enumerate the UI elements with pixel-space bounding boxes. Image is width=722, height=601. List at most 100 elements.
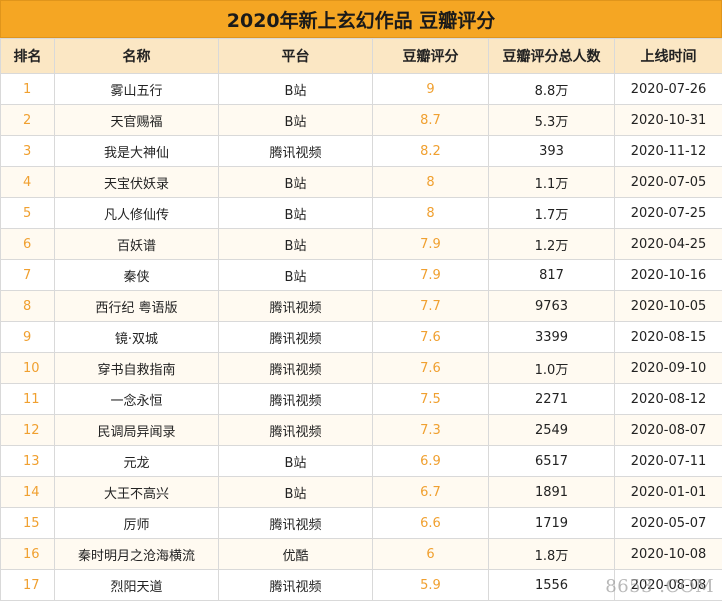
rank-cell: 6 xyxy=(0,228,55,260)
rank-cell: 13 xyxy=(0,445,55,477)
name-cell: 烈阳天道 xyxy=(54,569,219,601)
rating-count-cell: 1.0万 xyxy=(488,352,615,384)
release-date-cell: 2020-07-11 xyxy=(614,445,722,477)
platform-cell: B站 xyxy=(218,259,373,291)
name-cell: 天官赐福 xyxy=(54,104,219,136)
name-cell: 西行纪 粤语版 xyxy=(54,290,219,322)
name-cell: 百妖谱 xyxy=(54,228,219,260)
rating-count-cell: 1.7万 xyxy=(488,197,615,229)
rank-cell: 2 xyxy=(0,104,55,136)
rating-count-cell: 1719 xyxy=(488,507,615,539)
release-date-cell: 2020-01-01 xyxy=(614,476,722,508)
rank-cell: 14 xyxy=(0,476,55,508)
release-date-cell: 2020-04-25 xyxy=(614,228,722,260)
column-header-rank[interactable]: 排名 xyxy=(0,38,55,74)
score-cell: 7.5 xyxy=(372,383,489,415)
table-row[interactable]: 17 烈阳天道 腾讯视频 5.9 1556 2020-08-08 xyxy=(0,569,722,601)
table-row[interactable]: 15 厉师 腾讯视频 6.6 1719 2020-05-07 xyxy=(0,507,722,539)
score-cell: 7.6 xyxy=(372,321,489,353)
rating-count-cell: 8.8万 xyxy=(488,73,615,105)
name-cell: 厉师 xyxy=(54,507,219,539)
name-cell: 秦侠 xyxy=(54,259,219,291)
rating-count-cell: 2549 xyxy=(488,414,615,446)
table-row[interactable]: 1 雾山五行 B站 9 8.8万 2020-07-26 xyxy=(0,73,722,105)
score-cell: 7.9 xyxy=(372,259,489,291)
rating-count-cell: 2271 xyxy=(488,383,615,415)
table-row[interactable]: 7 秦侠 B站 7.9 817 2020-10-16 xyxy=(0,259,722,291)
score-cell: 7.7 xyxy=(372,290,489,322)
table-row[interactable]: 12 民调局异闻录 腾讯视频 7.3 2549 2020-08-07 xyxy=(0,414,722,446)
table-row[interactable]: 4 天宝伏妖录 B站 8 1.1万 2020-07-05 xyxy=(0,166,722,198)
rating-count-cell: 1.1万 xyxy=(488,166,615,198)
rank-cell: 8 xyxy=(0,290,55,322)
score-cell: 9 xyxy=(372,73,489,105)
score-cell: 7.9 xyxy=(372,228,489,260)
platform-cell: 腾讯视频 xyxy=(218,135,373,167)
rank-cell: 5 xyxy=(0,197,55,229)
column-header-platform[interactable]: 平台 xyxy=(218,38,373,74)
rank-cell: 10 xyxy=(0,352,55,384)
score-cell: 8 xyxy=(372,166,489,198)
table-row[interactable]: 9 镜·双城 腾讯视频 7.6 3399 2020-08-15 xyxy=(0,321,722,353)
rank-cell: 17 xyxy=(0,569,55,601)
table-row[interactable]: 14 大王不高兴 B站 6.7 1891 2020-01-01 xyxy=(0,476,722,508)
table-row[interactable]: 16 秦时明月之沧海横流 优酷 6 1.8万 2020-10-08 xyxy=(0,538,722,570)
platform-cell: 腾讯视频 xyxy=(218,321,373,353)
score-cell: 8.7 xyxy=(372,104,489,136)
rank-cell: 4 xyxy=(0,166,55,198)
score-cell: 6.7 xyxy=(372,476,489,508)
score-cell: 6 xyxy=(372,538,489,570)
name-cell: 镜·双城 xyxy=(54,321,219,353)
name-cell: 大王不高兴 xyxy=(54,476,219,508)
rank-cell: 15 xyxy=(0,507,55,539)
column-header-release-date[interactable]: 上线时间 xyxy=(614,38,722,74)
release-date-cell: 2020-07-05 xyxy=(614,166,722,198)
platform-cell: B站 xyxy=(218,476,373,508)
name-cell: 秦时明月之沧海横流 xyxy=(54,538,219,570)
release-date-cell: 2020-10-05 xyxy=(614,290,722,322)
rank-cell: 3 xyxy=(0,135,55,167)
table-row[interactable]: 2 天官赐福 B站 8.7 5.3万 2020-10-31 xyxy=(0,104,722,136)
rating-count-cell: 1.8万 xyxy=(488,538,615,570)
column-header-rating-count[interactable]: 豆瓣评分总人数 xyxy=(488,38,615,74)
platform-cell: B站 xyxy=(218,228,373,260)
table-row[interactable]: 10 穿书自救指南 腾讯视频 7.6 1.0万 2020-09-10 xyxy=(0,352,722,384)
rank-cell: 1 xyxy=(0,73,55,105)
release-date-cell: 2020-10-31 xyxy=(614,104,722,136)
rating-count-cell: 817 xyxy=(488,259,615,291)
release-date-cell: 2020-09-10 xyxy=(614,352,722,384)
name-cell: 凡人修仙传 xyxy=(54,197,219,229)
score-cell: 6.6 xyxy=(372,507,489,539)
table-row[interactable]: 6 百妖谱 B站 7.9 1.2万 2020-04-25 xyxy=(0,228,722,260)
release-date-cell: 2020-08-12 xyxy=(614,383,722,415)
rating-count-cell: 6517 xyxy=(488,445,615,477)
table-row[interactable]: 3 我是大神仙 腾讯视频 8.2 393 2020-11-12 xyxy=(0,135,722,167)
score-cell: 6.9 xyxy=(372,445,489,477)
platform-cell: B站 xyxy=(218,73,373,105)
release-date-cell: 2020-10-08 xyxy=(614,538,722,570)
name-cell: 民调局异闻录 xyxy=(54,414,219,446)
rating-count-cell: 5.3万 xyxy=(488,104,615,136)
name-cell: 一念永恒 xyxy=(54,383,219,415)
table-row[interactable]: 11 一念永恒 腾讯视频 7.5 2271 2020-08-12 xyxy=(0,383,722,415)
platform-cell: 腾讯视频 xyxy=(218,569,373,601)
rating-count-cell: 1.2万 xyxy=(488,228,615,260)
rank-cell: 16 xyxy=(0,538,55,570)
release-date-cell: 2020-10-16 xyxy=(614,259,722,291)
release-date-cell: 2020-08-07 xyxy=(614,414,722,446)
platform-cell: 腾讯视频 xyxy=(218,507,373,539)
column-header-name[interactable]: 名称 xyxy=(54,38,219,74)
ratings-table: 排名 名称 平台 豆瓣评分 豆瓣评分总人数 上线时间 1 雾山五行 B站 9 8.8万 2… xyxy=(0,38,722,601)
name-cell: 雾山五行 xyxy=(54,73,219,105)
release-date-cell: 2020-07-25 xyxy=(614,197,722,229)
table-row[interactable]: 8 西行纪 粤语版 腾讯视频 7.7 9763 2020-10-05 xyxy=(0,290,722,322)
table-row[interactable]: 5 凡人修仙传 B站 8 1.7万 2020-07-25 xyxy=(0,197,722,229)
rank-cell: 7 xyxy=(0,259,55,291)
platform-cell: B站 xyxy=(218,166,373,198)
rank-cell: 12 xyxy=(0,414,55,446)
column-header-douban-score[interactable]: 豆瓣评分 xyxy=(372,38,489,74)
table-row[interactable]: 13 元龙 B站 6.9 6517 2020-07-11 xyxy=(0,445,722,477)
table-body: 1 雾山五行 B站 9 8.8万 2020-07-26 2 天官赐福 B站 8.7 5.3万 2020… xyxy=(0,73,722,601)
score-cell: 8.2 xyxy=(372,135,489,167)
platform-cell: 腾讯视频 xyxy=(218,383,373,415)
